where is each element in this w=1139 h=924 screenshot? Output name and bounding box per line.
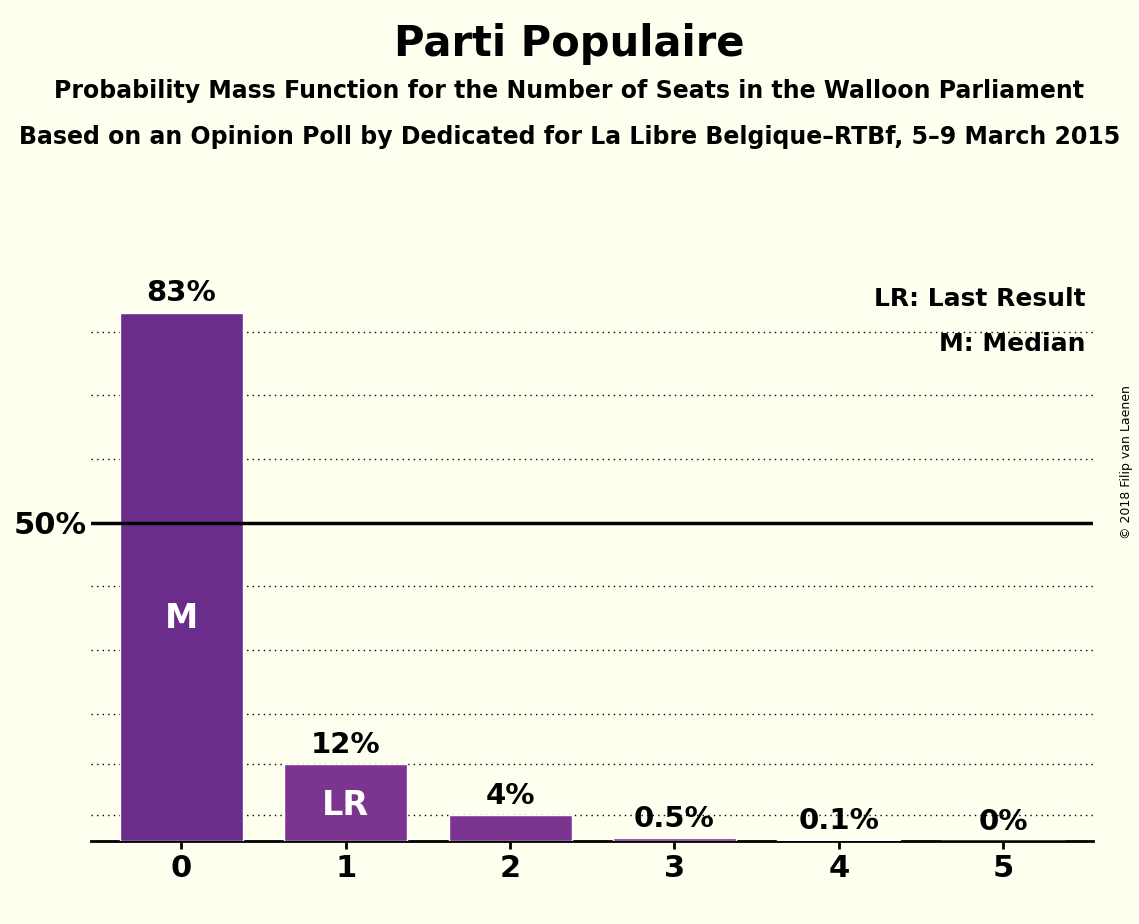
Text: M: M: [165, 602, 198, 635]
Text: Based on an Opinion Poll by Dedicated for La Libre Belgique–RTBf, 5–9 March 2015: Based on an Opinion Poll by Dedicated fo…: [19, 125, 1120, 149]
Text: © 2018 Filip van Laenen: © 2018 Filip van Laenen: [1121, 385, 1133, 539]
Text: LR: Last Result: LR: Last Result: [874, 287, 1085, 311]
Text: 12%: 12%: [311, 732, 380, 760]
Text: 0.1%: 0.1%: [798, 807, 879, 835]
Text: 0%: 0%: [978, 808, 1027, 835]
Text: M: Median: M: Median: [939, 332, 1085, 356]
Text: 4%: 4%: [485, 783, 535, 810]
Text: LR: LR: [322, 789, 369, 822]
Bar: [613, 838, 736, 841]
Text: 83%: 83%: [147, 279, 216, 308]
Bar: [120, 312, 243, 841]
Text: Probability Mass Function for the Number of Seats in the Walloon Parliament: Probability Mass Function for the Number…: [55, 79, 1084, 103]
Text: 0.5%: 0.5%: [634, 805, 715, 833]
Text: Parti Populaire: Parti Populaire: [394, 23, 745, 65]
Bar: [449, 815, 572, 841]
Bar: [285, 764, 408, 841]
